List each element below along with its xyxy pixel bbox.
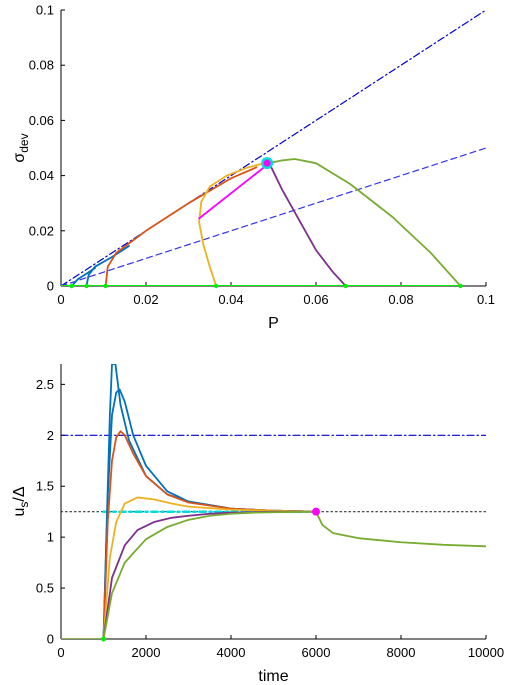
highlight-point-inner	[263, 159, 271, 167]
plot-area	[61, 10, 486, 286]
series-line-6	[102, 510, 486, 639]
x-tick-label: 0.08	[388, 292, 413, 307]
x-axis-label: P	[268, 315, 279, 332]
x-tick-label: 8000	[387, 645, 416, 660]
y-tick-label: 0	[47, 632, 54, 647]
y-tick-label: 0.02	[29, 223, 54, 238]
series-line-3	[102, 430, 317, 639]
series-line-5	[268, 158, 462, 286]
baseline-marker	[103, 283, 108, 289]
y-tick-label: 0.06	[29, 113, 54, 128]
x-tick-label: 0.02	[133, 292, 158, 307]
y-tick-label: 0	[47, 279, 54, 294]
reference-line-dashed	[61, 147, 486, 286]
y-tick-label: 2	[47, 428, 54, 443]
y-axis-label-tail: /Δ	[11, 486, 28, 501]
baseline-marker	[458, 283, 463, 289]
y-axis-label-subscript: dev	[17, 133, 31, 152]
series-line-5	[102, 510, 317, 639]
y-tick-label: 1	[47, 530, 54, 545]
baseline-marker	[343, 283, 348, 289]
bottom-chart: 0 2000 4000 6000 8000 10000 0 0.5 1 1.5 2 2.5 time us…	[11, 364, 504, 685]
series-line-4	[268, 162, 347, 286]
y-tick-label: 1.5	[36, 479, 54, 494]
x-tick-label: 6000	[302, 645, 331, 660]
y-tick-label: 0.08	[29, 58, 54, 73]
baseline-marker	[213, 283, 219, 289]
series-line-1	[102, 364, 317, 639]
series-line-6	[198, 162, 271, 220]
y-axis-label: σdev	[11, 133, 31, 162]
top-chart: 0 0.02 0.04 0.06 0.08 0.1 0 0.02 0.04 0.06 0.08 0.1…	[11, 3, 495, 333]
y-tick-label: 0.5	[36, 581, 54, 596]
x-tick-label: 0	[57, 645, 64, 660]
x-tick-label: 0.04	[218, 292, 243, 307]
series-line-3	[198, 162, 266, 286]
y-tick-label: 0.04	[29, 168, 54, 183]
series-line-4	[102, 496, 317, 639]
series-line-2	[104, 166, 258, 286]
plot-area	[61, 364, 486, 639]
y-axis-label-subscript: s	[17, 502, 31, 508]
reference-line-dashdot	[61, 10, 486, 286]
y-tick-label: 2.5	[36, 377, 54, 392]
data-marker-0	[101, 636, 106, 642]
data-marker-1	[312, 507, 320, 516]
x-tick-label: 4000	[217, 645, 246, 660]
y-axis-label-main: u	[11, 508, 28, 517]
x-tick-label: 2000	[132, 645, 161, 660]
baseline-marker	[69, 283, 74, 289]
y-tick-label: 0.1	[36, 3, 54, 18]
baseline-marker	[84, 283, 89, 289]
x-tick-label: 0.06	[303, 292, 328, 307]
x-tick-label: 0	[57, 292, 64, 307]
x-tick-label: 0.1	[477, 292, 495, 307]
series-line-1	[85, 245, 130, 286]
x-tick-label: 10000	[468, 645, 504, 660]
y-axis-label: us/Δ	[11, 486, 31, 516]
y-axis-label-main: σ	[11, 153, 28, 163]
x-axis-label: time	[258, 668, 288, 685]
